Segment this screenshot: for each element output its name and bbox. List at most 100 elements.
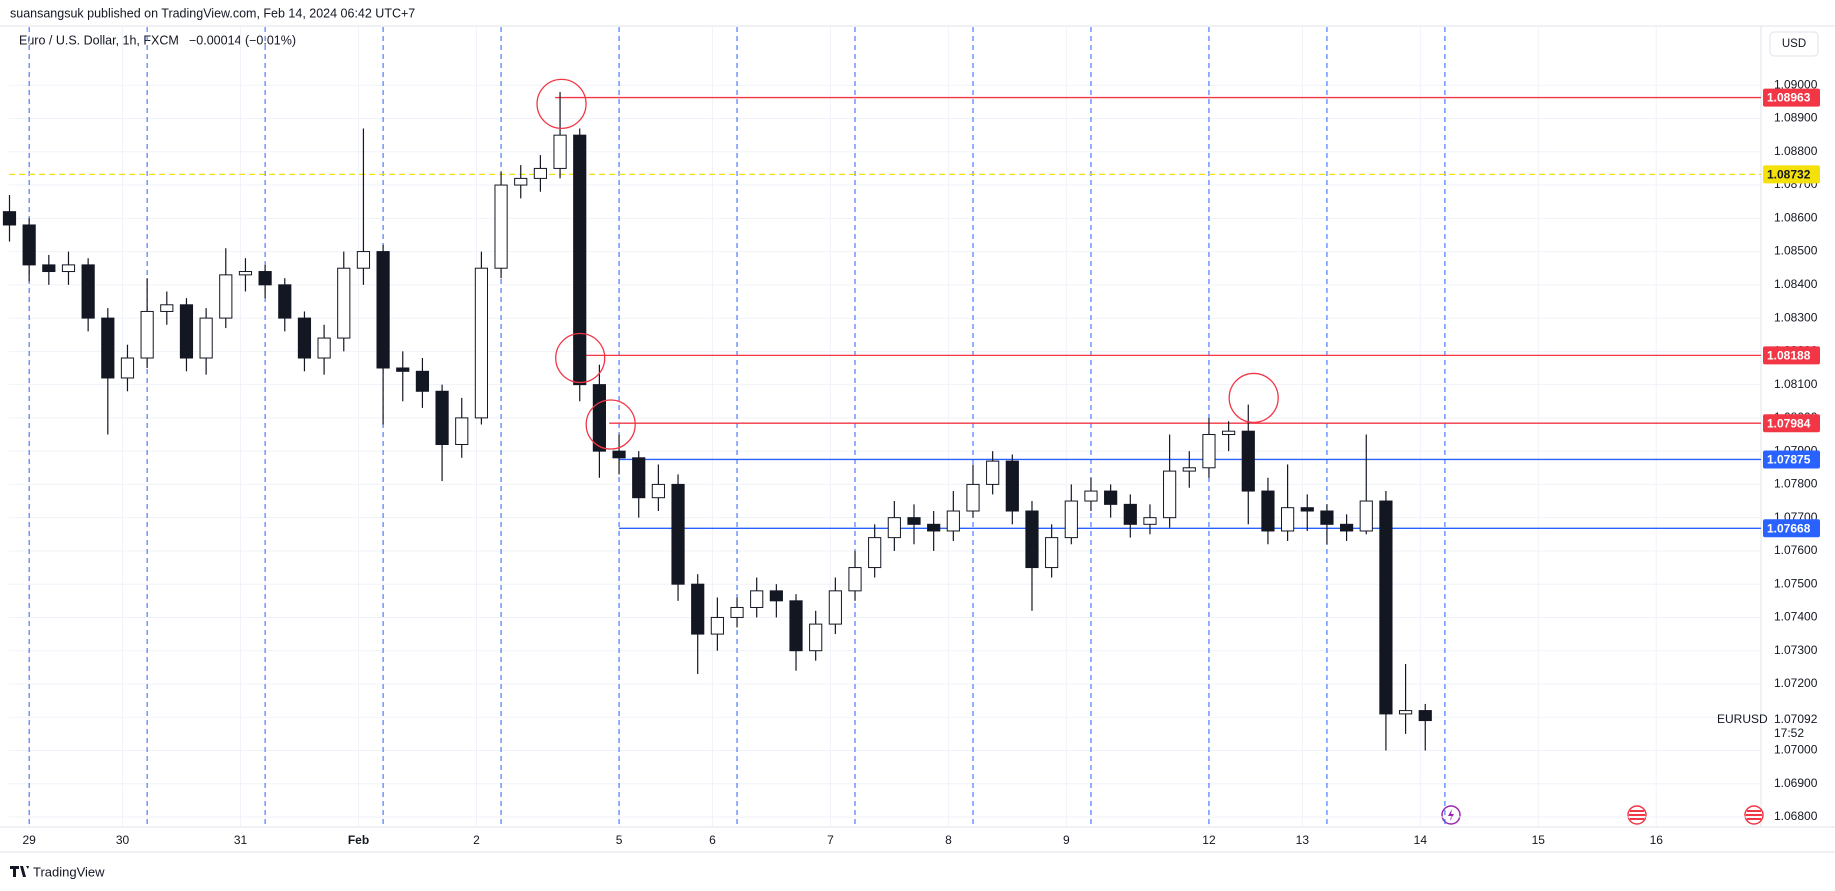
x-tick-label: 9	[1063, 833, 1070, 847]
candle-body	[415, 370, 430, 392]
event-icons	[1441, 805, 1764, 825]
level-label-box	[1763, 88, 1820, 107]
candle-body	[651, 483, 665, 499]
y-tick-label: 1.07200	[1774, 676, 1818, 690]
candle-body	[101, 317, 115, 379]
candle-body	[494, 184, 508, 269]
candle-body	[278, 284, 292, 319]
candle-body	[22, 224, 36, 266]
candle-body	[828, 590, 842, 625]
candle-body	[1222, 430, 1236, 436]
candle-body	[632, 457, 646, 499]
y-tick-label: 1.08600	[1774, 210, 1818, 224]
candle-body	[1025, 510, 1039, 569]
x-tick-label: 6	[709, 833, 716, 847]
y-tick-label: 1.07400	[1774, 610, 1818, 624]
candle-body	[160, 304, 174, 312]
candle-body	[1104, 490, 1118, 505]
candle-body	[750, 590, 764, 608]
candle-body	[317, 337, 331, 359]
candle-body	[120, 357, 135, 379]
candle-body	[809, 623, 823, 652]
level-label: 1.07668	[1767, 521, 1811, 535]
level-label: 1.08188	[1767, 349, 1811, 363]
countdown: 17:52	[1774, 726, 1804, 740]
annotation-circle	[555, 332, 606, 384]
candle-body	[1300, 507, 1314, 512]
candle-body	[1182, 467, 1196, 472]
candle-body	[946, 510, 960, 532]
candle-body	[1320, 510, 1334, 525]
candle-body	[474, 267, 489, 419]
x-tick-label: 12	[1202, 833, 1216, 847]
candle-body	[1123, 503, 1137, 525]
y-tick-label: 1.07000	[1774, 743, 1818, 757]
candle-body	[376, 251, 390, 369]
candle-body	[1202, 434, 1216, 469]
y-tick-label: 1.08500	[1774, 244, 1818, 258]
candle-body	[573, 134, 587, 386]
x-tick-label: 30	[116, 833, 130, 847]
publisher: suansangsuk published on TradingView.com…	[10, 6, 415, 20]
candle-body	[356, 251, 371, 269]
y-tick-label: 1.06900	[1774, 776, 1818, 790]
candle-body	[1340, 523, 1354, 532]
last-price: 1.07092	[1774, 712, 1818, 726]
candle-body	[730, 606, 744, 618]
y-tick-label: 1.08800	[1774, 144, 1818, 158]
currency-button[interactable]	[1769, 31, 1819, 57]
candle-body	[1398, 710, 1413, 715]
currency[interactable]: USD	[1782, 38, 1806, 50]
plot-area	[2, 27, 1761, 826]
candle-body	[868, 537, 882, 569]
candle-body	[887, 517, 901, 539]
candle-body	[1005, 460, 1019, 512]
candle-body	[907, 517, 921, 525]
candle-body	[1163, 470, 1177, 519]
candle-body	[238, 271, 253, 276]
candle-body	[789, 600, 803, 652]
y-tick-label: 1.08400	[1774, 277, 1818, 291]
annotation-circle	[536, 78, 587, 130]
candle-body	[966, 483, 980, 512]
annotation-circle	[585, 399, 636, 450]
x-tick-label: 2	[473, 833, 480, 847]
x-tick-label: 7	[827, 833, 834, 847]
candle-body	[671, 483, 685, 585]
candle-body	[986, 460, 1000, 485]
x-tick-label: 29	[22, 833, 36, 847]
x-tick-label: 14	[1414, 833, 1428, 847]
y-tick-label: 1.07500	[1774, 576, 1818, 590]
candle-body	[396, 367, 410, 372]
level-label-box	[1763, 414, 1820, 433]
level-label-box	[1763, 519, 1820, 538]
y-tick-label: 1.09000	[1774, 77, 1818, 91]
x-tick-label: 5	[616, 833, 623, 847]
candle-body	[612, 450, 626, 459]
candle-body	[848, 567, 862, 592]
annotation-circle	[1228, 372, 1279, 424]
x-tick-label: 8	[945, 833, 952, 847]
last-price-bg	[1763, 710, 1820, 739]
candle-body	[553, 134, 567, 169]
x-tick-label: Feb	[348, 833, 369, 847]
price-change: −0.00014 (−0.01%)	[189, 33, 296, 47]
y-tick-label: 1.07300	[1774, 643, 1818, 657]
level-label: 1.08963	[1767, 91, 1811, 105]
brand: TradingView	[33, 864, 105, 879]
candle-body	[710, 616, 724, 635]
x-tick-label: 13	[1296, 833, 1310, 847]
candle-body	[514, 177, 528, 186]
candle-body	[533, 167, 547, 179]
x-tick-label: 16	[1650, 833, 1664, 847]
candle-body	[455, 417, 469, 445]
candle-body	[1241, 430, 1255, 492]
candle-body	[1064, 500, 1078, 539]
candle-body	[1045, 537, 1059, 569]
candle-body	[219, 274, 233, 319]
level-label: 1.07875	[1767, 453, 1811, 467]
level-label-box	[1763, 165, 1820, 184]
candle-body	[1418, 710, 1432, 722]
